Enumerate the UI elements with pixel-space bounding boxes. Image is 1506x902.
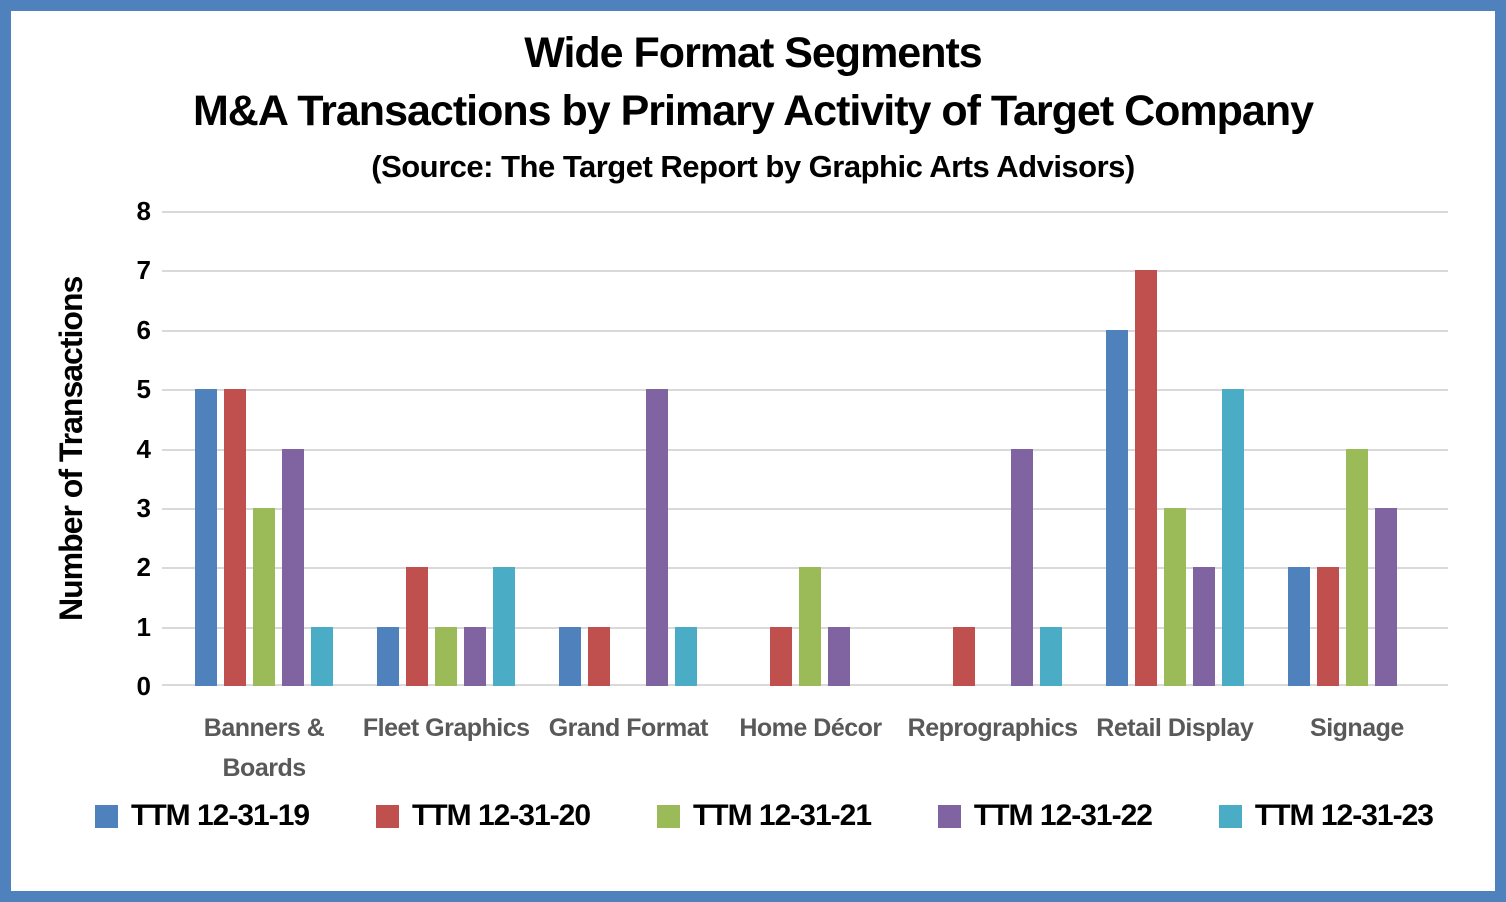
y-tick-label-7: 7 bbox=[136, 255, 151, 286]
legend-label: TTM 12-31-20 bbox=[411, 799, 591, 832]
legend-label: TTM 12-31-19 bbox=[131, 799, 310, 832]
bar-ttm-12-31-23-retail-display bbox=[1221, 389, 1244, 686]
bar-ttm-12-31-19-signage bbox=[1287, 567, 1310, 686]
legend-swatch-icon bbox=[375, 804, 399, 828]
y-tick-label-4: 4 bbox=[136, 433, 151, 464]
legend-swatch-icon bbox=[95, 804, 118, 828]
x-axis-label-reprographics: Reprographics bbox=[907, 714, 1078, 742]
gridline-y-6 bbox=[173, 329, 1448, 332]
y-tick-label-1: 1 bbox=[136, 611, 151, 642]
bar-ttm-12-31-19-fleet-graphics bbox=[377, 626, 400, 686]
y-tick-label-0: 0 bbox=[136, 671, 151, 701]
bar-ttm-12-31-20-signage bbox=[1316, 567, 1339, 686]
bar-ttm-12-31-20-fleet-graphics bbox=[406, 567, 429, 686]
bar-group-signage bbox=[1266, 211, 1448, 686]
bar-ttm-12-31-20-grand-format bbox=[588, 626, 611, 686]
bar-group-home-d-cor bbox=[719, 211, 901, 686]
x-axis-label-home-d-cor: Home Décor bbox=[739, 714, 882, 742]
legend-swatch-icon bbox=[656, 804, 680, 828]
bar-ttm-12-31-23-banners-boards bbox=[311, 626, 334, 686]
x-axis-labels: Banners & Boards Fleet Graphics Grand Form… bbox=[173, 708, 1448, 788]
bar-ttm-12-31-22-fleet-graphics bbox=[464, 626, 487, 686]
bar-groups bbox=[173, 211, 1448, 686]
bar-ttm-12-31-23-reprographics bbox=[1039, 626, 1062, 686]
bar-group-fleet-graphics bbox=[355, 211, 537, 686]
bar-ttm-12-31-22-home-d-cor bbox=[828, 626, 851, 686]
x-axis-label-banners-boards: Banners & Boards bbox=[203, 714, 325, 782]
legend-item-ttm-12-31-20: TTM 12-31-20 bbox=[375, 799, 591, 833]
y-tick-label-3: 3 bbox=[136, 492, 151, 523]
bar-ttm-12-31-21-retail-display bbox=[1163, 507, 1186, 686]
legend-item-ttm-12-31-23: TTM 12-31-23 bbox=[1218, 799, 1434, 833]
y-tick-mark-0 bbox=[162, 684, 173, 686]
y-tick-mark-8 bbox=[162, 211, 173, 213]
bar-ttm-12-31-20-banners-boards bbox=[224, 389, 247, 686]
gridline-y-4 bbox=[173, 448, 1448, 451]
gridline-y-3 bbox=[173, 507, 1448, 510]
y-tick-mark-2 bbox=[162, 567, 173, 570]
legend-item-ttm-12-31-22: TTM 12-31-22 bbox=[937, 799, 1153, 833]
bar-ttm-12-31-20-reprographics bbox=[952, 626, 975, 686]
y-tick-mark-6 bbox=[162, 329, 173, 332]
legend-label: TTM 12-31-21 bbox=[692, 799, 872, 832]
bar-ttm-12-31-23-grand-format bbox=[675, 626, 698, 686]
y-tick-mark-5 bbox=[162, 389, 173, 392]
legend-swatch-icon bbox=[937, 804, 961, 828]
y-tick-label-6: 6 bbox=[136, 314, 151, 345]
bar-ttm-12-31-22-retail-display bbox=[1192, 567, 1215, 686]
x-axis-label-retail-display: Retail Display bbox=[1096, 714, 1254, 742]
y-tick-label-8: 8 bbox=[136, 196, 151, 226]
bar-ttm-12-31-19-banners-boards bbox=[195, 389, 218, 686]
gridline-y-7 bbox=[173, 270, 1448, 273]
bar-ttm-12-31-21-signage bbox=[1345, 448, 1368, 686]
y-tick-label-5: 5 bbox=[136, 374, 151, 405]
x-axis-label-fleet-graphics: Fleet Graphics bbox=[362, 714, 530, 742]
bar-ttm-12-31-22-banners-boards bbox=[282, 448, 305, 686]
bar-group-reprographics bbox=[902, 211, 1084, 686]
gridline-y-8 bbox=[173, 211, 1448, 213]
plot-area: 0 1 2 3 4 5 6 7 8 bbox=[137, 198, 1448, 699]
bar-ttm-12-31-21-banners-boards bbox=[253, 507, 276, 686]
y-tick-mark-3 bbox=[162, 507, 173, 510]
legend-label: TTM 12-31-23 bbox=[1254, 799, 1434, 832]
x-axis-label-grand-format: Grand Format bbox=[548, 714, 709, 742]
gridline-y-5 bbox=[173, 389, 1448, 392]
legend-swatch-icon bbox=[1218, 804, 1242, 828]
bar-ttm-12-31-20-home-d-cor bbox=[770, 626, 793, 686]
bar-group-banners-boards bbox=[173, 211, 355, 686]
bar-group-retail-display bbox=[1084, 211, 1266, 686]
bar-ttm-12-31-21-fleet-graphics bbox=[435, 626, 458, 686]
bar-ttm-12-31-20-retail-display bbox=[1134, 270, 1157, 686]
y-tick-mark-1 bbox=[162, 626, 173, 629]
x-axis-label-signage: Signage bbox=[1310, 714, 1404, 742]
bar-ttm-12-31-19-retail-display bbox=[1105, 329, 1128, 686]
y-tick-mark-4 bbox=[162, 448, 173, 451]
y-tick-label-2: 2 bbox=[136, 552, 151, 583]
bar-ttm-12-31-22-signage bbox=[1374, 507, 1397, 686]
legend-label: TTM 12-31-22 bbox=[973, 799, 1153, 832]
bar-group-grand-format bbox=[537, 211, 719, 686]
y-tick-mark-7 bbox=[162, 270, 173, 273]
legend-item-ttm-12-31-21: TTM 12-31-21 bbox=[656, 799, 872, 833]
y-axis-title: Number of Transactions bbox=[53, 276, 89, 621]
chart-source-note: (Source: The Target Report by Graphic Ar… bbox=[371, 149, 1135, 184]
chart-subtitle: M&A Transactions by Primary Activity of … bbox=[192, 87, 1314, 135]
bar-ttm-12-31-22-reprographics bbox=[1010, 448, 1033, 686]
legend-item-ttm-12-31-19: TTM 12-31-19 bbox=[95, 799, 310, 833]
bar-ttm-12-31-22-grand-format bbox=[646, 389, 669, 686]
legend: TTM 12-31-19 TTM 12-31-20 TTM 12-31-21 TTM … bbox=[95, 799, 1434, 833]
bar-ttm-12-31-19-grand-format bbox=[559, 626, 582, 686]
bar-ttm-12-31-23-fleet-graphics bbox=[493, 567, 516, 686]
bar-ttm-12-31-21-home-d-cor bbox=[799, 567, 822, 686]
chart-title: Wide Format Segments bbox=[524, 29, 982, 77]
